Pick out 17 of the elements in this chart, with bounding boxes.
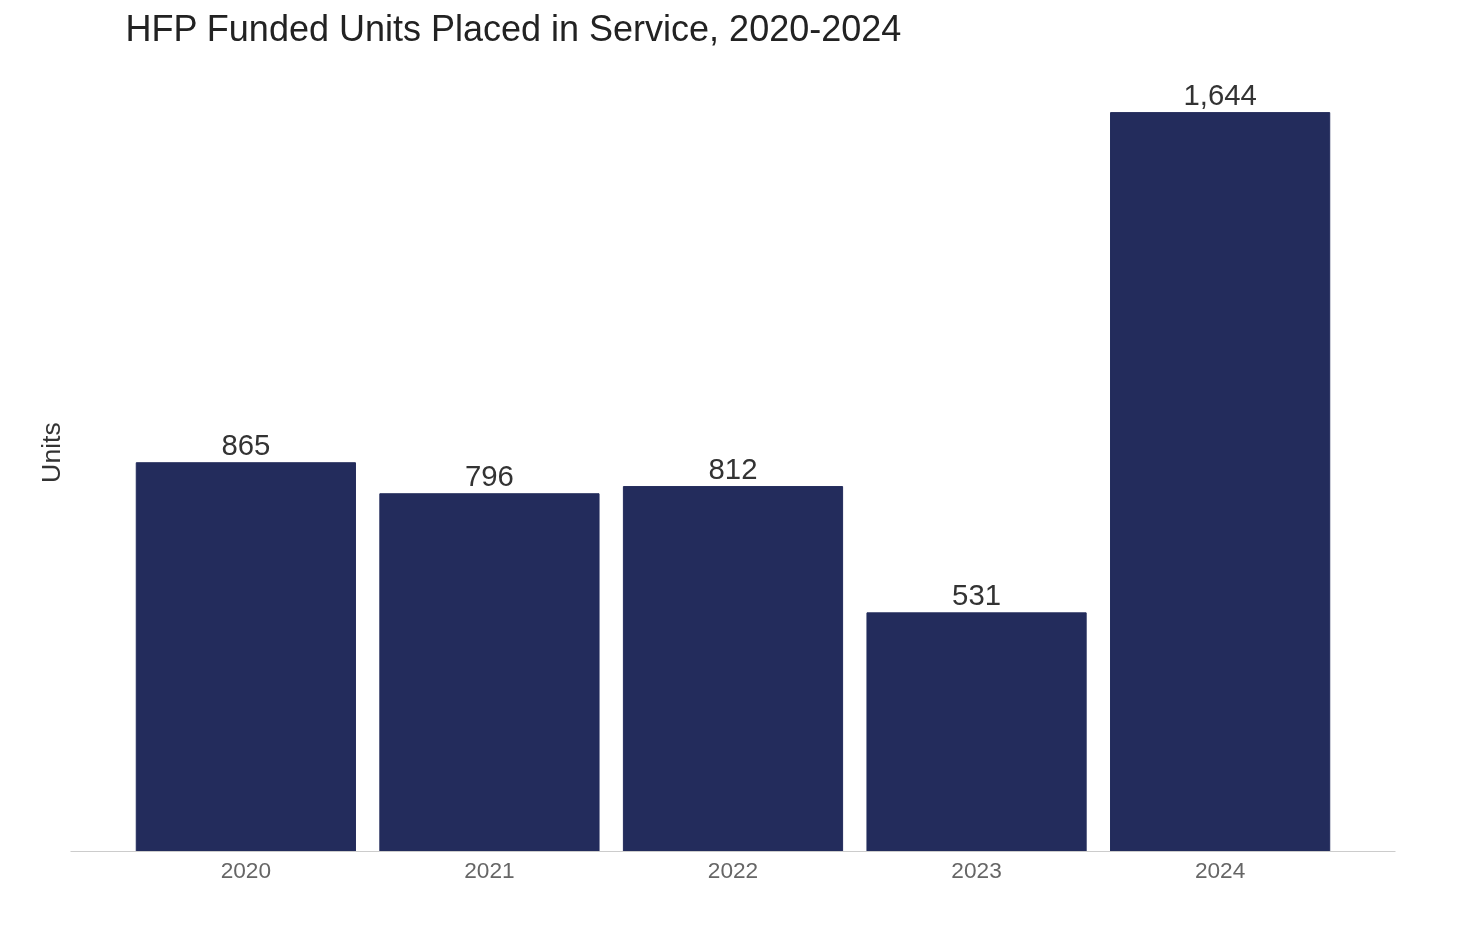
bar: [1110, 112, 1331, 852]
data-label: 531: [952, 577, 1002, 611]
x-tick-label: 2021: [464, 856, 515, 883]
x-tick-label: 2022: [707, 856, 759, 883]
x-tick-label: 2024: [1194, 856, 1246, 883]
x-tick-label: 2023: [951, 856, 1002, 883]
data-label: 865: [221, 427, 271, 461]
data-label: 812: [708, 451, 758, 485]
data-label: 1,644: [1183, 77, 1257, 111]
x-tick-label: 2020: [220, 856, 272, 883]
bar: [866, 612, 1087, 852]
data-label: 796: [464, 458, 514, 492]
y-axis-title: Units: [35, 422, 66, 483]
bar: [379, 493, 600, 852]
chart-title: HFP Funded Units Placed in Service, 2020-2024: [125, 7, 902, 49]
bar: [622, 486, 844, 852]
bar: [135, 462, 356, 852]
